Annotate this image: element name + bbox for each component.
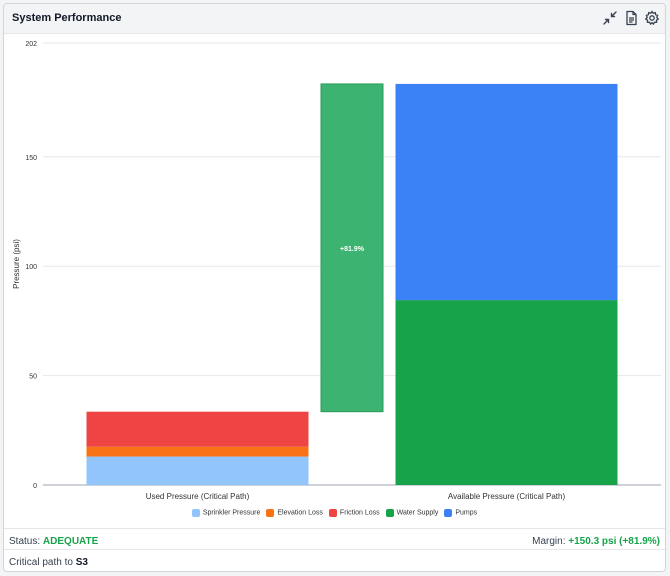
panel-title: System Performance [12, 12, 122, 24]
legend-label: Elevation Loss [277, 509, 323, 517]
critical-path-label: Critical path to [9, 557, 73, 568]
x-tick-label: Used Pressure (Critical Path) [146, 492, 250, 501]
system-performance-panel: System Performance 0 50 100 150 202 Pressure … [3, 3, 666, 572]
status-row: Status: ADEQUATE Margin: +150.3 psi (+81… [4, 528, 665, 550]
bar-segment [395, 300, 618, 485]
critical-path: Critical path to S3 [9, 557, 88, 568]
legend-label: Sprinkler Pressure [202, 509, 261, 517]
y-tick-label: 50 [29, 374, 37, 381]
pressure-chart: 0 50 100 150 202 Pressure (psi) Used Pressure … [12, 41, 661, 501]
legend-swatch [266, 509, 275, 517]
collapse-icon[interactable] [602, 10, 618, 26]
bar-segment [86, 446, 309, 457]
bar-segment [86, 456, 309, 485]
status-value: ADEQUATE [42, 536, 99, 547]
legend-item: Elevation Loss [266, 509, 323, 517]
status: Status: ADEQUATE [9, 536, 98, 547]
legend-swatch [328, 509, 337, 517]
legend-swatch [444, 509, 453, 517]
status-label: Status: [9, 536, 41, 547]
critical-path-row: Critical path to S3 [4, 549, 665, 571]
document-icon[interactable] [623, 10, 639, 26]
y-tick-label: 202 [25, 41, 37, 48]
x-tick-label: Available Pressure (Critical Path) [448, 492, 566, 501]
legend-swatch [385, 509, 394, 517]
legend-label: Pumps [455, 509, 478, 517]
chart-legend: Sprinkler Pressure Elevation Loss Friction… [4, 509, 665, 517]
legend-label: Friction Loss [339, 509, 380, 517]
y-tick-label: 100 [25, 264, 37, 271]
y-axis-label: Pressure (psi) [12, 239, 21, 289]
margin-label: Margin: [532, 536, 566, 547]
legend-label: Water Supply [396, 509, 439, 517]
legend-item: Water Supply [385, 509, 439, 517]
margin-bar [320, 83, 384, 413]
bar-segment [86, 411, 309, 447]
gear-icon[interactable] [644, 10, 660, 26]
y-tick-label: 150 [25, 155, 37, 162]
margin: Margin: +150.3 psi (+81.9%) [532, 536, 660, 547]
bar-segment [395, 83, 618, 301]
legend-swatch [191, 509, 200, 517]
legend-item: Sprinkler Pressure [191, 509, 261, 517]
panel-header: System Performance [4, 4, 665, 34]
margin-value: +150.3 psi (+81.9%) [568, 536, 660, 547]
legend-item: Friction Loss [328, 509, 380, 517]
critical-path-value: S3 [75, 557, 88, 568]
legend-item: Pumps [444, 509, 477, 517]
y-tick-label: 0 [33, 483, 37, 490]
margin-bar-label: +81.9% [340, 246, 365, 253]
